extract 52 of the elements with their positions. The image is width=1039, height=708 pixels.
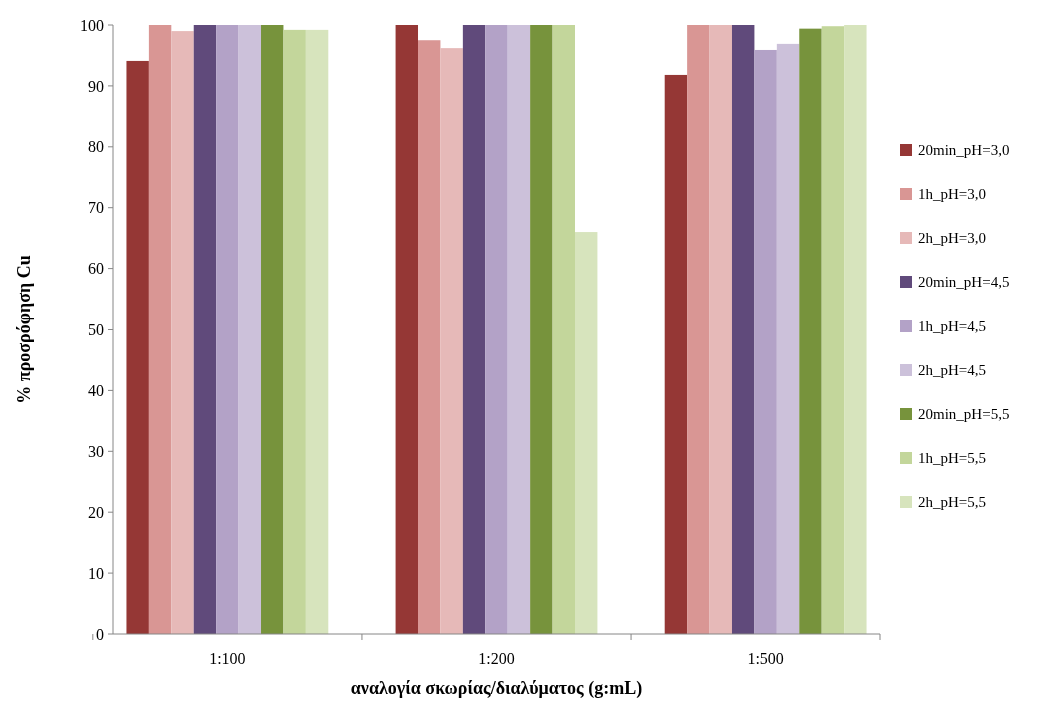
bar bbox=[574, 232, 598, 634]
x-tick-label: 1:100 bbox=[209, 650, 246, 667]
bar bbox=[418, 40, 441, 634]
bar bbox=[664, 74, 688, 634]
bar bbox=[844, 25, 867, 634]
bar bbox=[261, 25, 284, 634]
x-tick-label: 1:500 bbox=[747, 650, 784, 667]
y-tick-label: 100 bbox=[80, 16, 104, 34]
y-tick-label: 40 bbox=[88, 382, 104, 399]
legend-label: 20min_pH=5,5 bbox=[918, 406, 1010, 423]
y-tick-label: 70 bbox=[88, 199, 104, 217]
legend-label: 20min_pH=3,0 bbox=[918, 142, 1010, 159]
y-tick-label: 50 bbox=[88, 321, 104, 339]
bar bbox=[507, 25, 531, 634]
bar bbox=[216, 25, 239, 634]
y-tick-label: 60 bbox=[88, 260, 104, 278]
bar bbox=[485, 25, 508, 634]
y-tick-label: 0 bbox=[96, 625, 104, 643]
bar bbox=[283, 29, 306, 634]
bar bbox=[440, 48, 463, 634]
bar bbox=[395, 25, 419, 634]
legend-label: 1h_pH=5,5 bbox=[918, 450, 987, 467]
x-axis-title: αναλογία σκωρίας/διαλύματος (g:mL) bbox=[350, 678, 643, 699]
y-tick-label: 90 bbox=[88, 77, 104, 95]
bar bbox=[776, 43, 800, 634]
legend-label: 2h_pH=4,5 bbox=[918, 362, 987, 379]
bar bbox=[238, 25, 262, 634]
y-tick-label: 20 bbox=[88, 503, 104, 521]
bar bbox=[171, 31, 194, 634]
bar bbox=[462, 25, 486, 634]
legend-label: 1h_pH=4,5 bbox=[918, 318, 987, 335]
bar bbox=[126, 60, 149, 634]
bar bbox=[305, 29, 329, 634]
bar bbox=[709, 25, 732, 634]
y-tick-label: 80 bbox=[88, 138, 104, 156]
y-tick-label: 10 bbox=[88, 564, 104, 582]
x-tick-label: 1:200 bbox=[478, 650, 515, 667]
legend-label: 1h_pH=3,0 bbox=[918, 186, 987, 203]
legend-label: 2h_pH=3,0 bbox=[918, 230, 987, 247]
legend-label: 2h_pH=5,5 bbox=[918, 494, 987, 511]
bar bbox=[687, 25, 710, 634]
bar bbox=[821, 26, 845, 634]
y-axis-title: % προσρόφηση Cu bbox=[14, 255, 34, 404]
bar bbox=[799, 28, 822, 634]
bar bbox=[552, 25, 575, 634]
bar bbox=[731, 25, 755, 634]
bar bbox=[754, 49, 777, 634]
bar bbox=[193, 25, 217, 634]
y-tick-label: 30 bbox=[88, 442, 104, 460]
legend-label: 20min_pH=4,5 bbox=[918, 274, 1010, 291]
bar bbox=[148, 25, 172, 634]
bar bbox=[530, 25, 553, 634]
